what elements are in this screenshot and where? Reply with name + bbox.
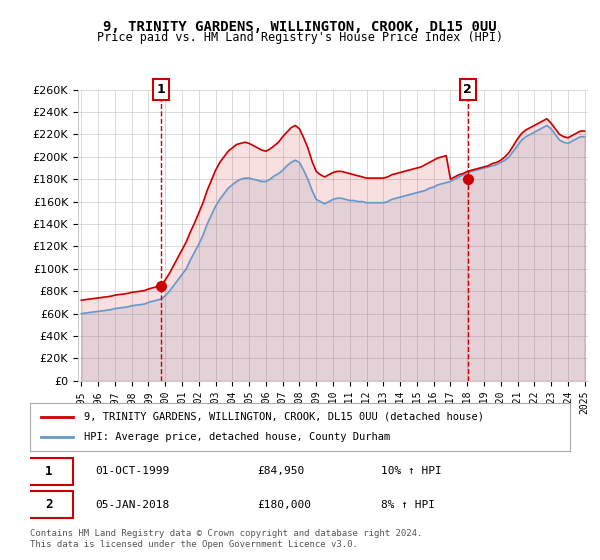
Text: 10% ↑ HPI: 10% ↑ HPI [381, 466, 442, 476]
Text: £84,950: £84,950 [257, 466, 304, 476]
Text: 2: 2 [463, 83, 472, 96]
Text: 2: 2 [45, 498, 53, 511]
Text: Contains HM Land Registry data © Crown copyright and database right 2024.
This d: Contains HM Land Registry data © Crown c… [30, 529, 422, 549]
FancyBboxPatch shape [25, 491, 73, 518]
Text: 01-OCT-1999: 01-OCT-1999 [95, 466, 169, 476]
Text: 05-JAN-2018: 05-JAN-2018 [95, 500, 169, 510]
FancyBboxPatch shape [25, 458, 73, 484]
Text: £180,000: £180,000 [257, 500, 311, 510]
Text: 9, TRINITY GARDENS, WILLINGTON, CROOK, DL15 0UU: 9, TRINITY GARDENS, WILLINGTON, CROOK, D… [103, 20, 497, 34]
Text: HPI: Average price, detached house, County Durham: HPI: Average price, detached house, Coun… [84, 432, 390, 442]
Text: 1: 1 [45, 465, 53, 478]
Text: 9, TRINITY GARDENS, WILLINGTON, CROOK, DL15 0UU (detached house): 9, TRINITY GARDENS, WILLINGTON, CROOK, D… [84, 412, 484, 422]
Text: Price paid vs. HM Land Registry's House Price Index (HPI): Price paid vs. HM Land Registry's House … [97, 31, 503, 44]
Text: 8% ↑ HPI: 8% ↑ HPI [381, 500, 435, 510]
Text: 1: 1 [157, 83, 166, 96]
